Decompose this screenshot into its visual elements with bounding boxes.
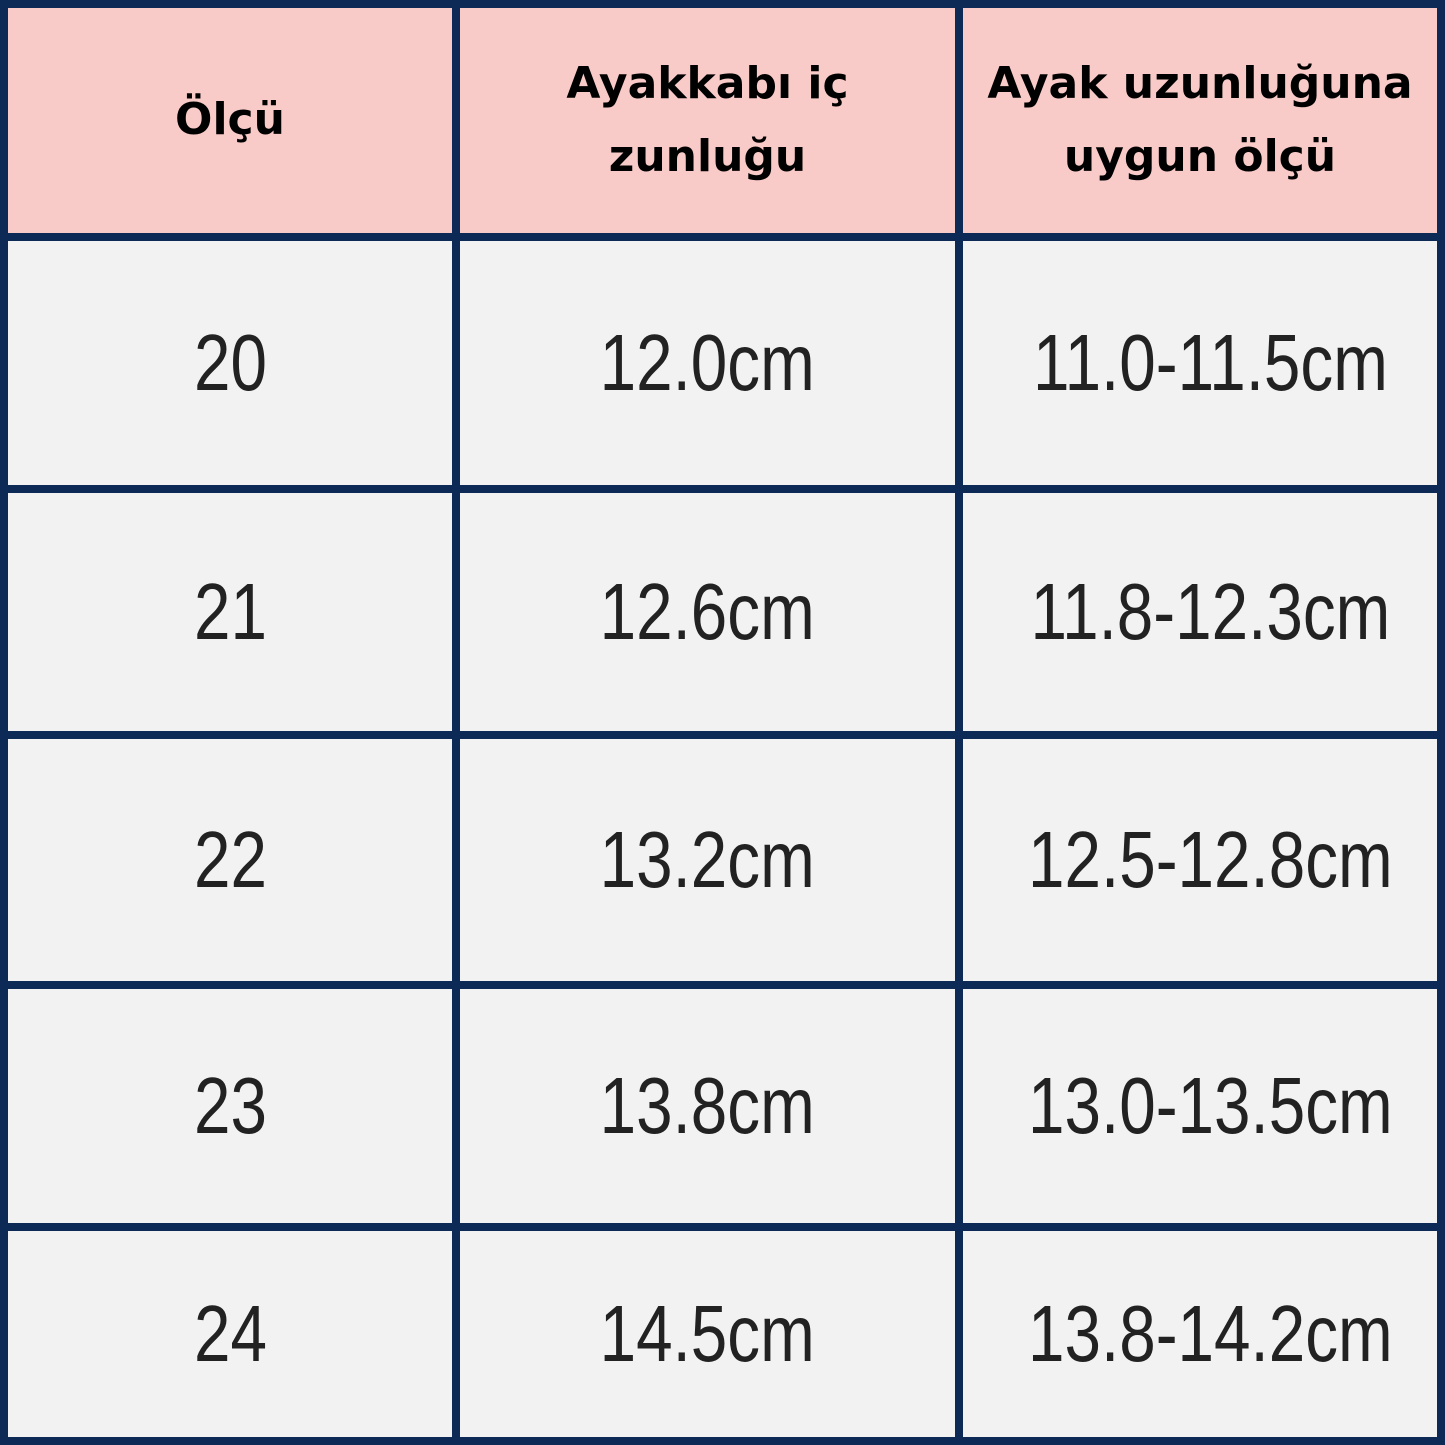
foot-length-cell: 11.8-12.3cm bbox=[963, 493, 1437, 731]
cell-text: 21 bbox=[193, 567, 267, 656]
inner-length-cell: 14.5cm bbox=[460, 1231, 955, 1437]
inner-length-cell: 12.6cm bbox=[460, 493, 955, 731]
header-inner-length: Ayakkabı iç zunluğu bbox=[460, 8, 955, 233]
size-cell: 20 bbox=[8, 241, 452, 485]
cell-text: 14.5cm bbox=[599, 1289, 816, 1378]
foot-length-cell: 12.5-12.8cm bbox=[963, 739, 1437, 981]
cell-text: 20 bbox=[193, 318, 267, 407]
header-foot-length: Ayak uzunluğuna uygun ölçü bbox=[963, 8, 1437, 233]
cell-text: 11.8-12.3cm bbox=[1030, 567, 1390, 656]
cell-text: 12.0cm bbox=[599, 318, 816, 407]
cell-text: 13.2cm bbox=[599, 815, 816, 904]
cell-text: 11.0-11.5cm bbox=[1032, 318, 1388, 407]
inner-length-cell: 13.2cm bbox=[460, 739, 955, 981]
cell-text: 13.0-13.5cm bbox=[1027, 1061, 1393, 1150]
foot-length-cell: 13.8-14.2cm bbox=[963, 1231, 1437, 1437]
cell-text: 12.5-12.8cm bbox=[1027, 815, 1393, 904]
cell-text: 12.6cm bbox=[599, 567, 816, 656]
foot-length-cell: 13.0-13.5cm bbox=[963, 989, 1437, 1223]
size-cell: 21 bbox=[8, 493, 452, 731]
inner-length-cell: 12.0cm bbox=[460, 241, 955, 485]
size-cell: 23 bbox=[8, 989, 452, 1223]
size-cell: 22 bbox=[8, 739, 452, 981]
cell-text: 13.8cm bbox=[599, 1061, 816, 1150]
cell-text: 13.8-14.2cm bbox=[1027, 1289, 1393, 1378]
size-cell: 24 bbox=[8, 1231, 452, 1437]
foot-length-cell: 11.0-11.5cm bbox=[963, 241, 1437, 485]
cell-text: 24 bbox=[193, 1289, 267, 1378]
cell-text: 22 bbox=[193, 815, 267, 904]
header-size: Ölçü bbox=[8, 8, 452, 233]
cell-text: 23 bbox=[193, 1061, 267, 1150]
inner-length-cell: 13.8cm bbox=[460, 989, 955, 1223]
